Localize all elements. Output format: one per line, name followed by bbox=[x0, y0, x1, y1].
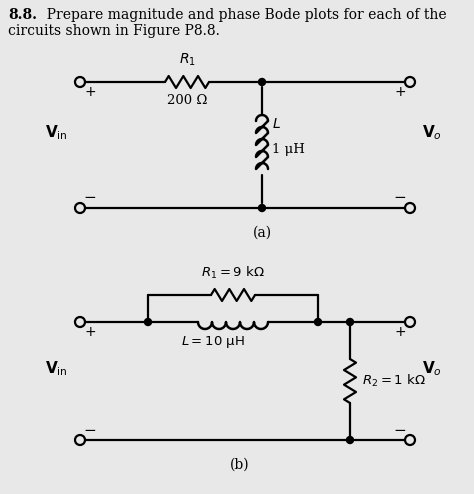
Text: 200 Ω: 200 Ω bbox=[167, 94, 207, 107]
Text: $R_1$: $R_1$ bbox=[179, 51, 195, 68]
Text: +: + bbox=[394, 325, 406, 339]
Text: $\mathbf{V}_o$: $\mathbf{V}_o$ bbox=[422, 124, 442, 142]
Text: $\mathbf{V}_o$: $\mathbf{V}_o$ bbox=[422, 360, 442, 378]
Text: $L$: $L$ bbox=[272, 117, 281, 131]
Text: $R_1 = 9\ \mathrm{k\Omega}$: $R_1 = 9\ \mathrm{k\Omega}$ bbox=[201, 265, 265, 281]
Text: −: − bbox=[393, 422, 406, 438]
Circle shape bbox=[258, 79, 265, 85]
Text: $R_2 = 1\ \mathrm{k\Omega}$: $R_2 = 1\ \mathrm{k\Omega}$ bbox=[362, 373, 426, 389]
Text: 8.8.: 8.8. bbox=[8, 8, 37, 22]
Circle shape bbox=[315, 319, 321, 326]
Text: +: + bbox=[84, 85, 96, 99]
Text: $\mathbf{V}_{\mathrm{in}}$: $\mathbf{V}_{\mathrm{in}}$ bbox=[45, 360, 67, 378]
Text: (b): (b) bbox=[230, 458, 250, 472]
Text: −: − bbox=[83, 422, 96, 438]
Circle shape bbox=[346, 437, 354, 444]
Text: −: − bbox=[83, 191, 96, 206]
Circle shape bbox=[145, 319, 152, 326]
Text: +: + bbox=[394, 85, 406, 99]
Text: $L = 10\ \mathrm{\mu H}$: $L = 10\ \mathrm{\mu H}$ bbox=[181, 334, 245, 350]
Text: +: + bbox=[84, 325, 96, 339]
Text: 1 μH: 1 μH bbox=[272, 143, 305, 156]
Circle shape bbox=[258, 205, 265, 211]
Text: $\mathbf{V}_{\mathrm{in}}$: $\mathbf{V}_{\mathrm{in}}$ bbox=[45, 124, 67, 142]
Text: Prepare magnitude and phase Bode plots for each of the: Prepare magnitude and phase Bode plots f… bbox=[38, 8, 447, 22]
Text: circuits shown in Figure P8.8.: circuits shown in Figure P8.8. bbox=[8, 24, 220, 38]
Text: −: − bbox=[393, 191, 406, 206]
Text: (a): (a) bbox=[253, 226, 272, 240]
Circle shape bbox=[346, 319, 354, 326]
